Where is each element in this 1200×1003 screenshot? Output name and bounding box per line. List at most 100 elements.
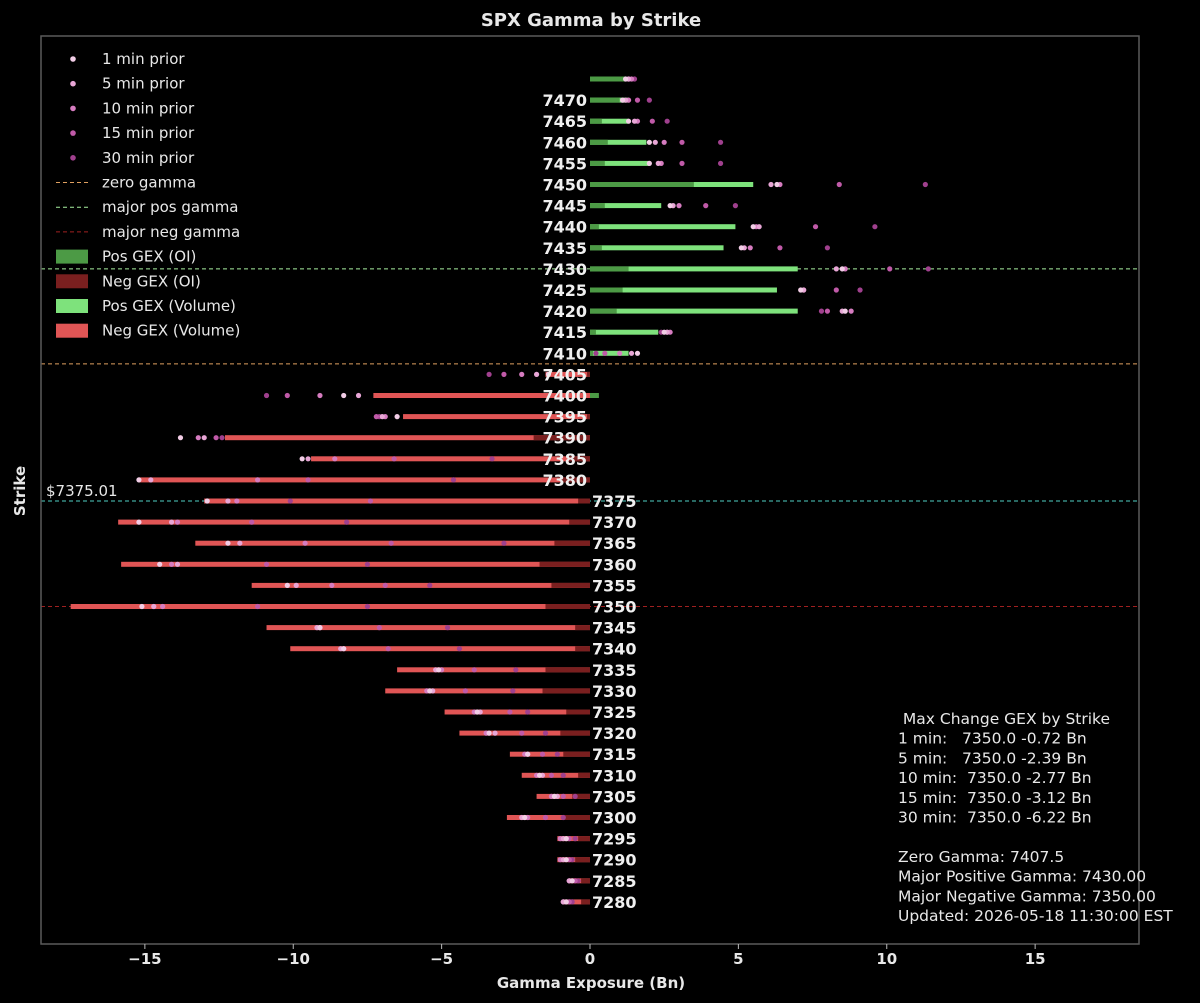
volume-bar [290, 646, 590, 652]
prior-dot [501, 371, 507, 377]
strike-label: 7445 [542, 197, 587, 216]
prior-dot [151, 603, 157, 610]
prior-dot [625, 118, 632, 124]
oi-bar [554, 540, 590, 546]
strike-label: 7400 [542, 387, 587, 406]
prior-dot [747, 245, 753, 251]
prior-dot [341, 646, 347, 652]
prior-dot [305, 477, 311, 483]
prior-dot [628, 350, 635, 356]
volume-bar [70, 604, 591, 609]
strike-label: 7380 [542, 471, 587, 490]
info-line: Max Change GEX by Strike [898, 710, 1110, 728]
prior-dot [551, 793, 557, 800]
strike-label: 7410 [542, 344, 587, 363]
prior-dot [225, 498, 231, 504]
strike-label: 7430 [542, 260, 587, 279]
prior-dot [373, 414, 379, 420]
prior-dot [255, 603, 261, 610]
y-axis-label: Strike [11, 466, 29, 516]
prior-dot [602, 350, 608, 356]
prior-dot [486, 371, 492, 377]
prior-dot [519, 730, 525, 736]
prior-dot [655, 160, 661, 166]
volume-bar [311, 456, 590, 462]
legend: 1 min prior 5 min prior 10 min prior 15 min… [56, 50, 240, 340]
x-tick-label: 0 [585, 950, 595, 968]
oi-bar [551, 582, 590, 588]
oi-bar [542, 688, 590, 694]
x-axis-label: Gamma Exposure (Bn) [497, 974, 685, 992]
oi-bar [575, 625, 590, 631]
strike-label: 7365 [592, 534, 637, 553]
strike-label: 7385 [542, 450, 587, 469]
oi-bar [590, 266, 629, 272]
strike-label: 7390 [542, 429, 587, 448]
prior-dot [287, 498, 293, 504]
prior-dot [545, 371, 552, 377]
prior-dot [486, 730, 492, 736]
strike-label: 7440 [542, 218, 587, 237]
volume-bar [590, 287, 777, 293]
strike-label: 7305 [592, 787, 637, 806]
prior-dot [204, 498, 210, 504]
prior-dot [174, 561, 181, 567]
prior-dot [542, 814, 549, 821]
info-line: Zero Gamma: 7407.5 [898, 848, 1064, 866]
prior-dot [293, 582, 299, 589]
legend-label: major neg gamma [102, 223, 240, 241]
prior-dot [848, 308, 854, 314]
prior-dot [344, 519, 350, 525]
prior-dot [367, 498, 373, 504]
prior-dot [317, 392, 323, 399]
prior-dot [661, 329, 667, 335]
oi-bar [590, 139, 608, 145]
prior-dot [136, 519, 142, 525]
volume-bar [118, 519, 591, 525]
prior-dot [379, 414, 385, 420]
strike-label: 7310 [592, 766, 637, 785]
strike-label: 7460 [542, 133, 587, 152]
prior-dot [634, 97, 641, 103]
prior-dot [661, 139, 667, 145]
prior-dot [646, 160, 652, 166]
info-line: 15 min: 7350.0 -3.12 Bn [898, 789, 1092, 807]
x-tick-label: 15 [1025, 950, 1046, 968]
prior-dot [542, 730, 549, 736]
oi-bar [545, 667, 590, 673]
prior-dot [679, 160, 685, 166]
oi-bar [590, 203, 605, 209]
prior-dot [560, 793, 566, 800]
prior-dot [364, 603, 371, 610]
oi-bar [575, 646, 590, 652]
prior-dot [427, 582, 433, 589]
legend-label: 15 min prior [102, 124, 195, 142]
prior-dot [168, 561, 175, 567]
oi-bar [578, 836, 590, 842]
legend-label: major pos gamma [102, 198, 239, 216]
prior-dot [717, 139, 724, 145]
oi-bar [587, 371, 590, 377]
legend-marker-prior [70, 80, 76, 87]
volume-bar [590, 329, 659, 335]
legend-label: Pos GEX (Volume) [102, 297, 236, 315]
legend-label: Pos GEX (OI) [102, 248, 196, 266]
prior-dot [382, 582, 388, 589]
strike-label: 7295 [592, 830, 637, 849]
volume-bar [509, 751, 590, 757]
strike-label: 7285 [592, 872, 637, 891]
volume-bar [590, 245, 724, 251]
prior-dot [560, 772, 566, 778]
prior-dot [717, 160, 724, 166]
prior-dot [620, 97, 626, 103]
prior-dot [533, 371, 540, 377]
info-line: Updated: 2026-05-18 11:30:00 EST [898, 907, 1173, 925]
prior-dot [148, 477, 154, 483]
prior-dot [836, 181, 842, 188]
legend-marker-bar [56, 274, 88, 289]
prior-dot [237, 540, 243, 546]
x-tick-label: 5 [733, 950, 743, 968]
prior-dot [317, 625, 323, 631]
prior-dot [634, 350, 641, 356]
oi-bar [572, 793, 590, 799]
